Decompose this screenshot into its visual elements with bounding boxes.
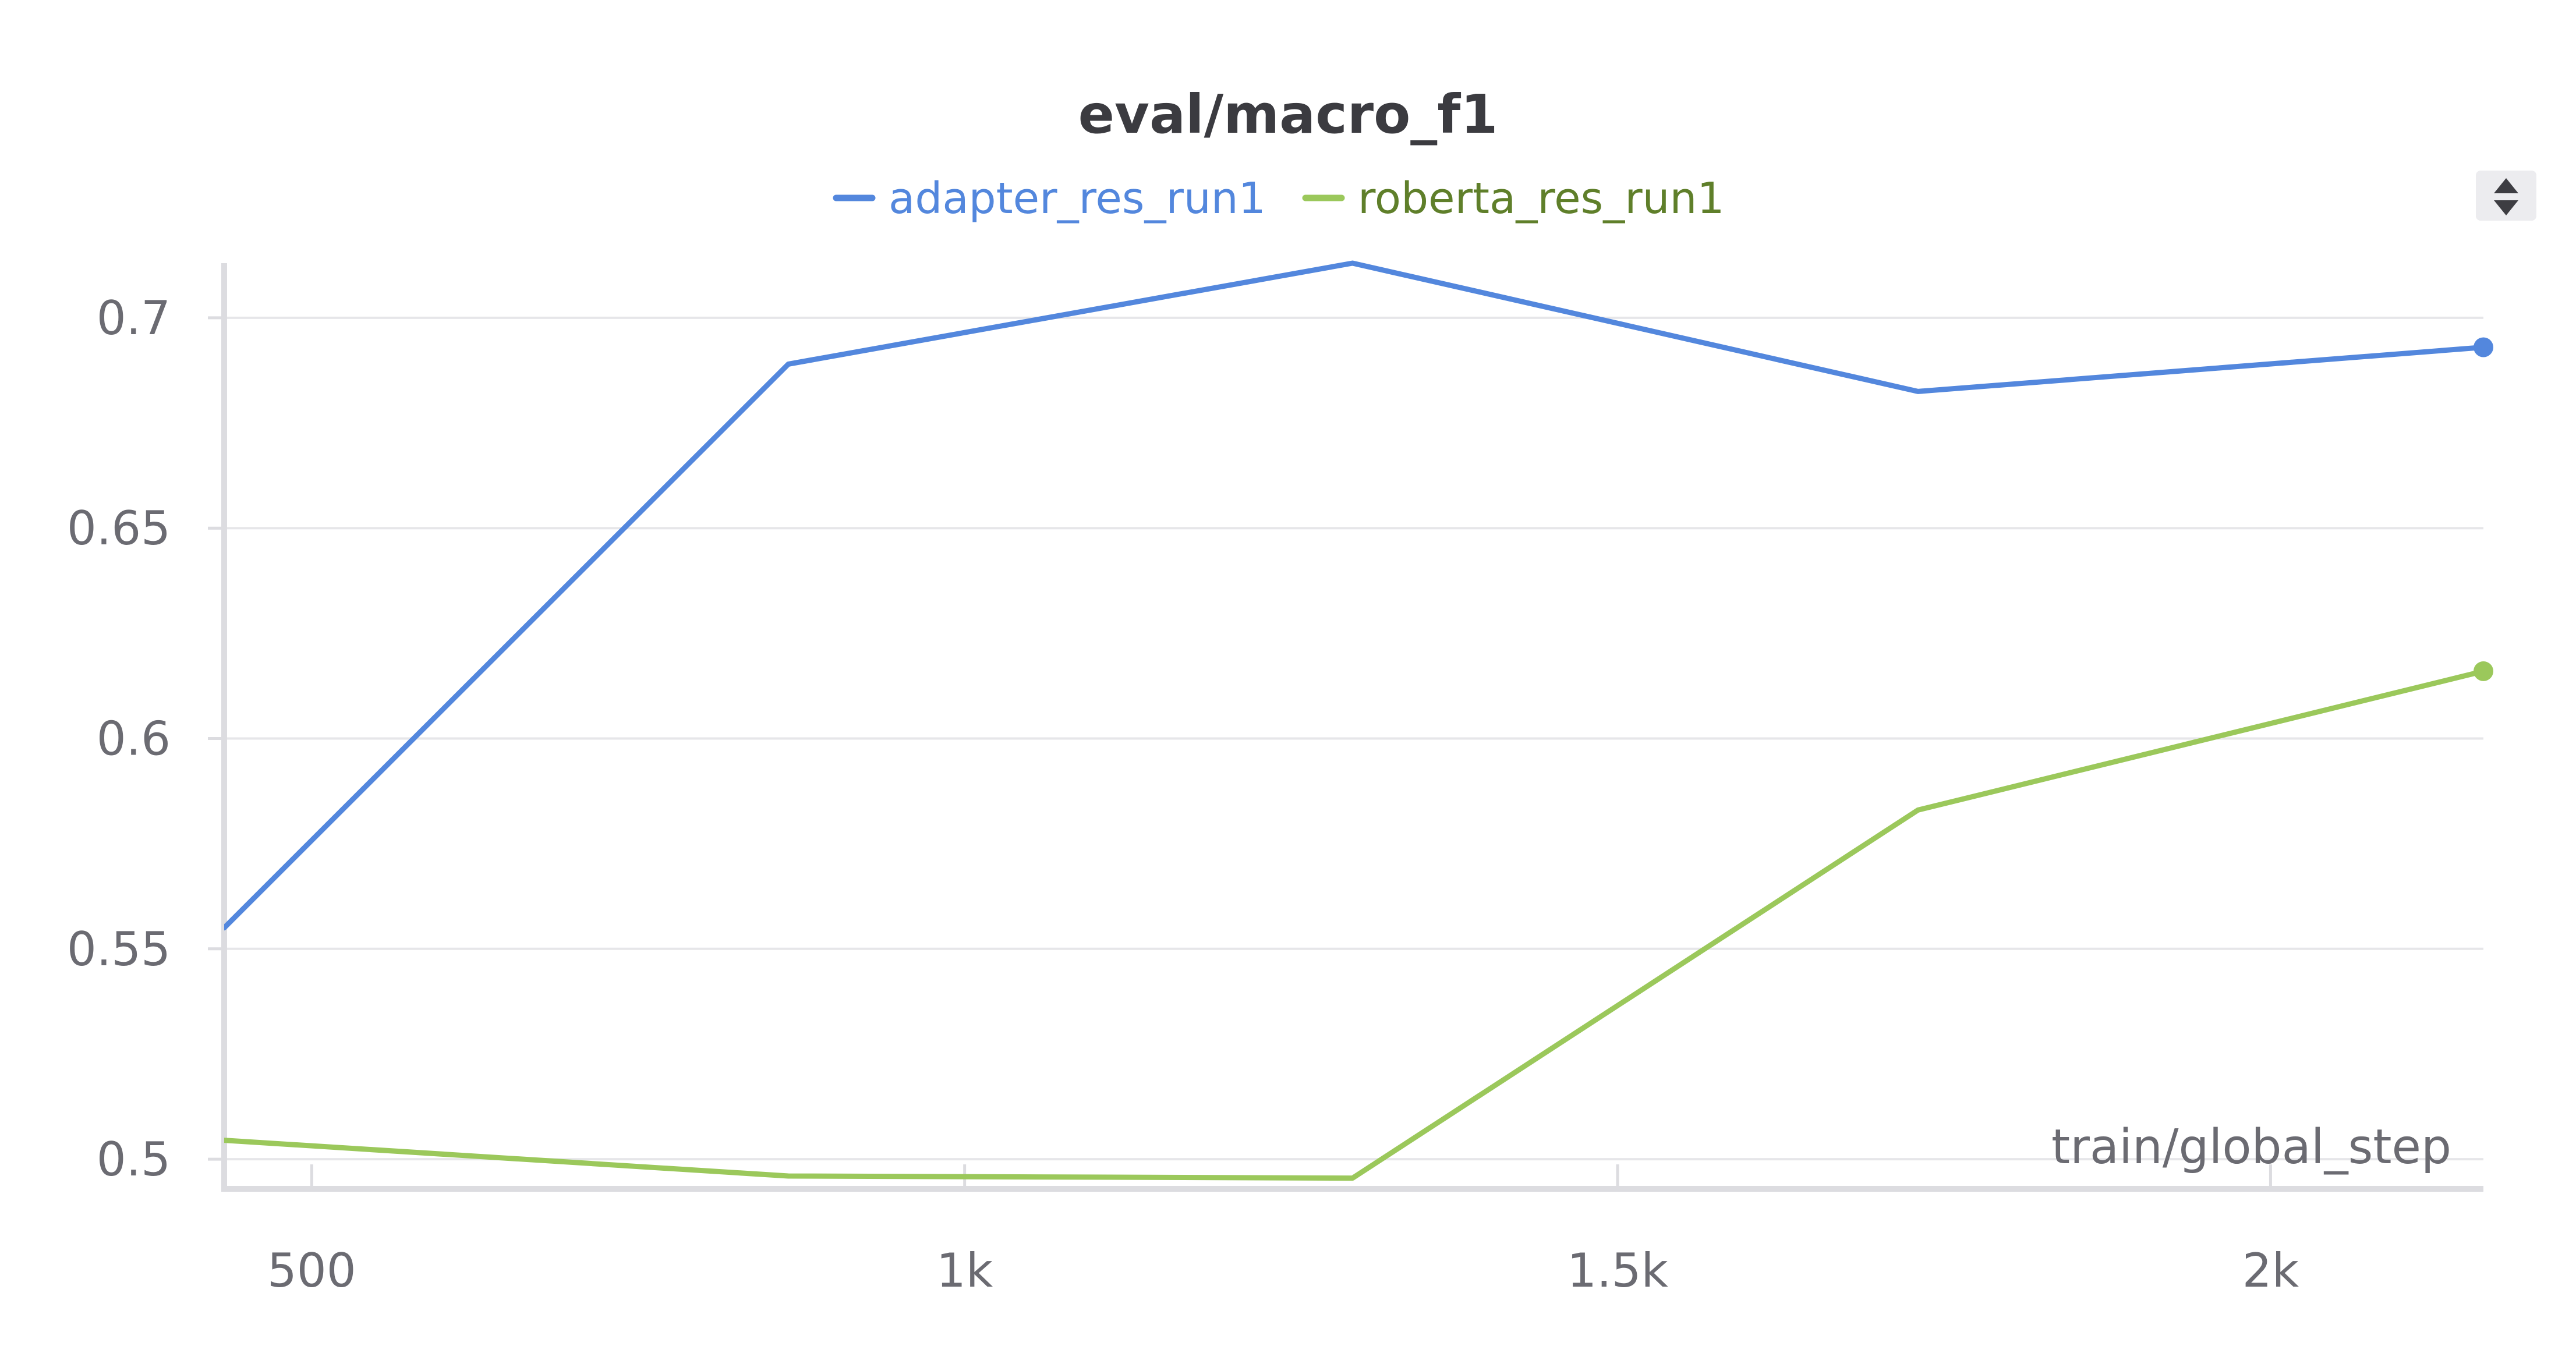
x-tick-label: 2k: [2242, 1244, 2299, 1298]
y-tick-label: 0.65: [67, 501, 171, 555]
y-tick-label: 0.55: [67, 922, 171, 976]
legend-label: roberta_res_run1: [1358, 173, 1725, 224]
series-line-adapter_res_run1: [224, 260, 2483, 931]
data-point-adapter_res_run1: [2474, 337, 2493, 357]
x-axis-ticks: 500 1k 1.5k 2k: [267, 1164, 2299, 1298]
data-point-roberta_res_run1: [2474, 661, 2493, 681]
legend-scroll-button[interactable]: [2476, 171, 2536, 221]
y-tick-label: 0.6: [97, 712, 171, 766]
x-tick-label: 1k: [936, 1244, 993, 1298]
x-tick-label: 500: [267, 1244, 356, 1298]
legend: adapter_res_run1 roberta_res_run1: [833, 173, 1725, 224]
up-down-arrows-icon: [2494, 178, 2518, 215]
legend-item-adapter_res_run1[interactable]: adapter_res_run1: [833, 173, 1266, 224]
x-axis-title: train/global_step: [2051, 1120, 2451, 1175]
chart-title: eval/macro_f1: [1078, 83, 1498, 146]
legend-label: adapter_res_run1: [889, 173, 1266, 224]
series-endpoints: [2474, 337, 2493, 681]
y-axis-ticks: 0.5 0.55 0.6 0.65 0.7: [67, 291, 224, 1186]
series-lines: [224, 260, 2483, 1181]
series-line-roberta_res_run1: [224, 668, 2483, 1181]
x-tick-label: 1.5k: [1567, 1244, 1668, 1298]
y-tick-label: 0.7: [97, 291, 171, 345]
axes: [221, 263, 2483, 1192]
gridlines: [224, 316, 2483, 1161]
legend-item-roberta_res_run1[interactable]: roberta_res_run1: [1302, 173, 1725, 224]
y-tick-label: 0.5: [97, 1132, 171, 1186]
